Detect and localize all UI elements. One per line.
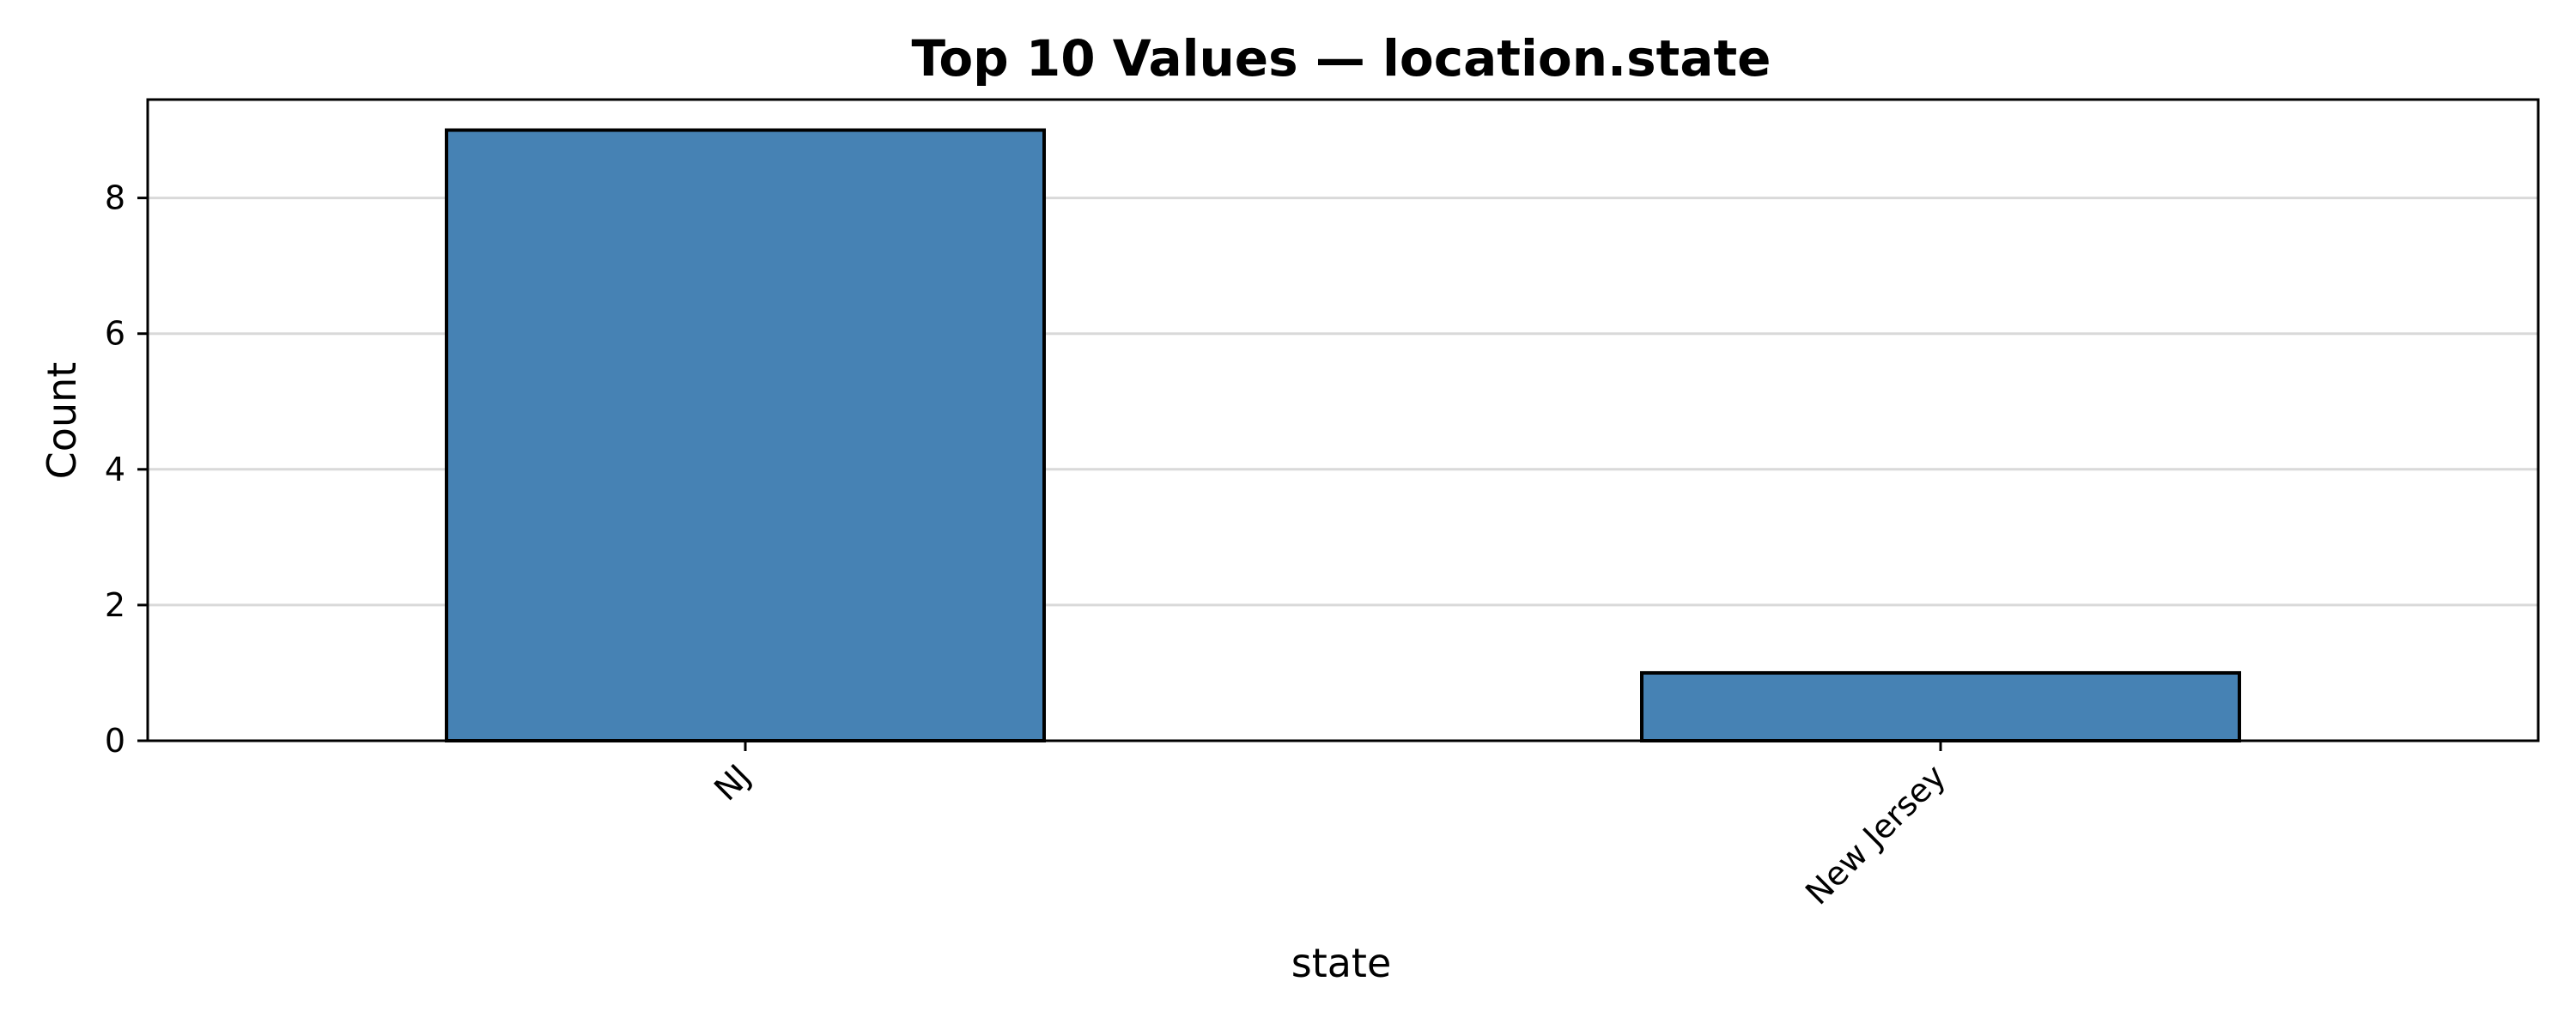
y-axis-ticks: 0 2 4 6 8 xyxy=(105,179,148,760)
y-tick-label: 0 xyxy=(105,722,125,760)
bar xyxy=(1640,670,2241,743)
bar xyxy=(445,128,1046,743)
y-tick-label: 8 xyxy=(105,179,125,217)
x-tick-label: NJ xyxy=(707,757,757,808)
y-tick-label: 4 xyxy=(105,451,125,488)
y-tick-label: 6 xyxy=(105,315,125,353)
y-axis-label: Count xyxy=(39,362,85,480)
x-tick-label: New Jersey xyxy=(1798,757,1953,912)
y-tick-label: 2 xyxy=(105,586,125,624)
bars xyxy=(445,128,2241,743)
x-axis-label: state xyxy=(1291,940,1392,986)
x-axis-ticks: NJ New Jersey xyxy=(707,741,1953,912)
chart-title: Top 10 Values — location.state xyxy=(911,29,1771,88)
plot-frame xyxy=(146,98,2540,742)
